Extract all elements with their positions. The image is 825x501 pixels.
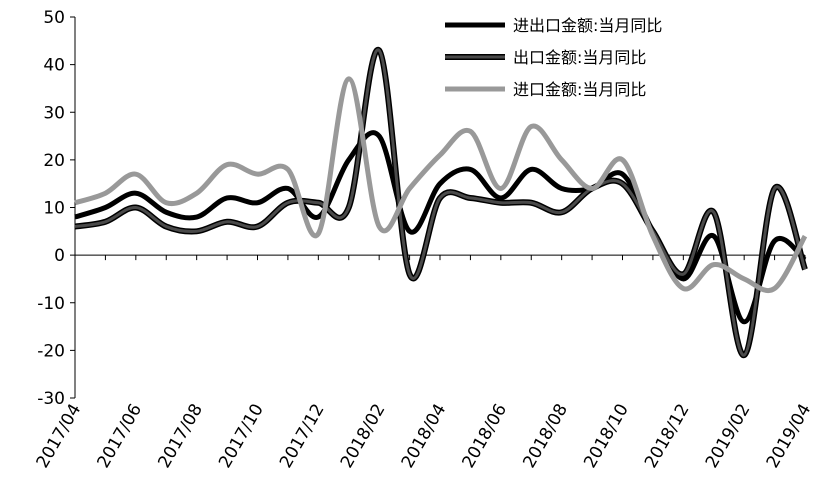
x-tick-label: 2017/12	[276, 401, 329, 472]
legend-label: 进口金额:当月同比	[513, 80, 646, 99]
y-tick-label: 30	[43, 103, 65, 123]
x-tick-label: 2017/08	[154, 401, 207, 472]
x-tick-label: 2018/10	[580, 401, 633, 472]
y-tick-label: 40	[43, 56, 65, 76]
y-tick-label: -20	[37, 341, 65, 361]
x-tick-label: 2017/04	[33, 401, 86, 472]
x-tick-label: 2019/04	[763, 401, 816, 472]
series-line	[74, 48, 807, 357]
y-tick-label: -10	[37, 294, 65, 314]
y-tick-label: 50	[43, 8, 65, 28]
x-tick-label: 2018/12	[641, 401, 694, 472]
x-tick-label: 2017/10	[215, 401, 268, 472]
legend-label: 进出口金额:当月同比	[513, 16, 662, 35]
x-tick-label: 2018/08	[519, 401, 572, 472]
x-tick-label: 2017/06	[94, 401, 147, 472]
y-tick-label: 0	[54, 246, 65, 266]
x-tick-label: 2019/02	[702, 401, 755, 472]
series-line	[74, 76, 808, 294]
x-tick-label: 2018/02	[337, 401, 390, 472]
x-tick-label: 2018/04	[398, 401, 451, 472]
x-tick-label: 2018/06	[459, 401, 512, 472]
y-tick-label: 20	[43, 151, 65, 171]
legend-label: 出口金额:当月同比	[513, 48, 646, 67]
series-line	[74, 130, 807, 325]
y-tick-label: -30	[37, 389, 65, 409]
y-tick-label: 10	[43, 199, 65, 219]
